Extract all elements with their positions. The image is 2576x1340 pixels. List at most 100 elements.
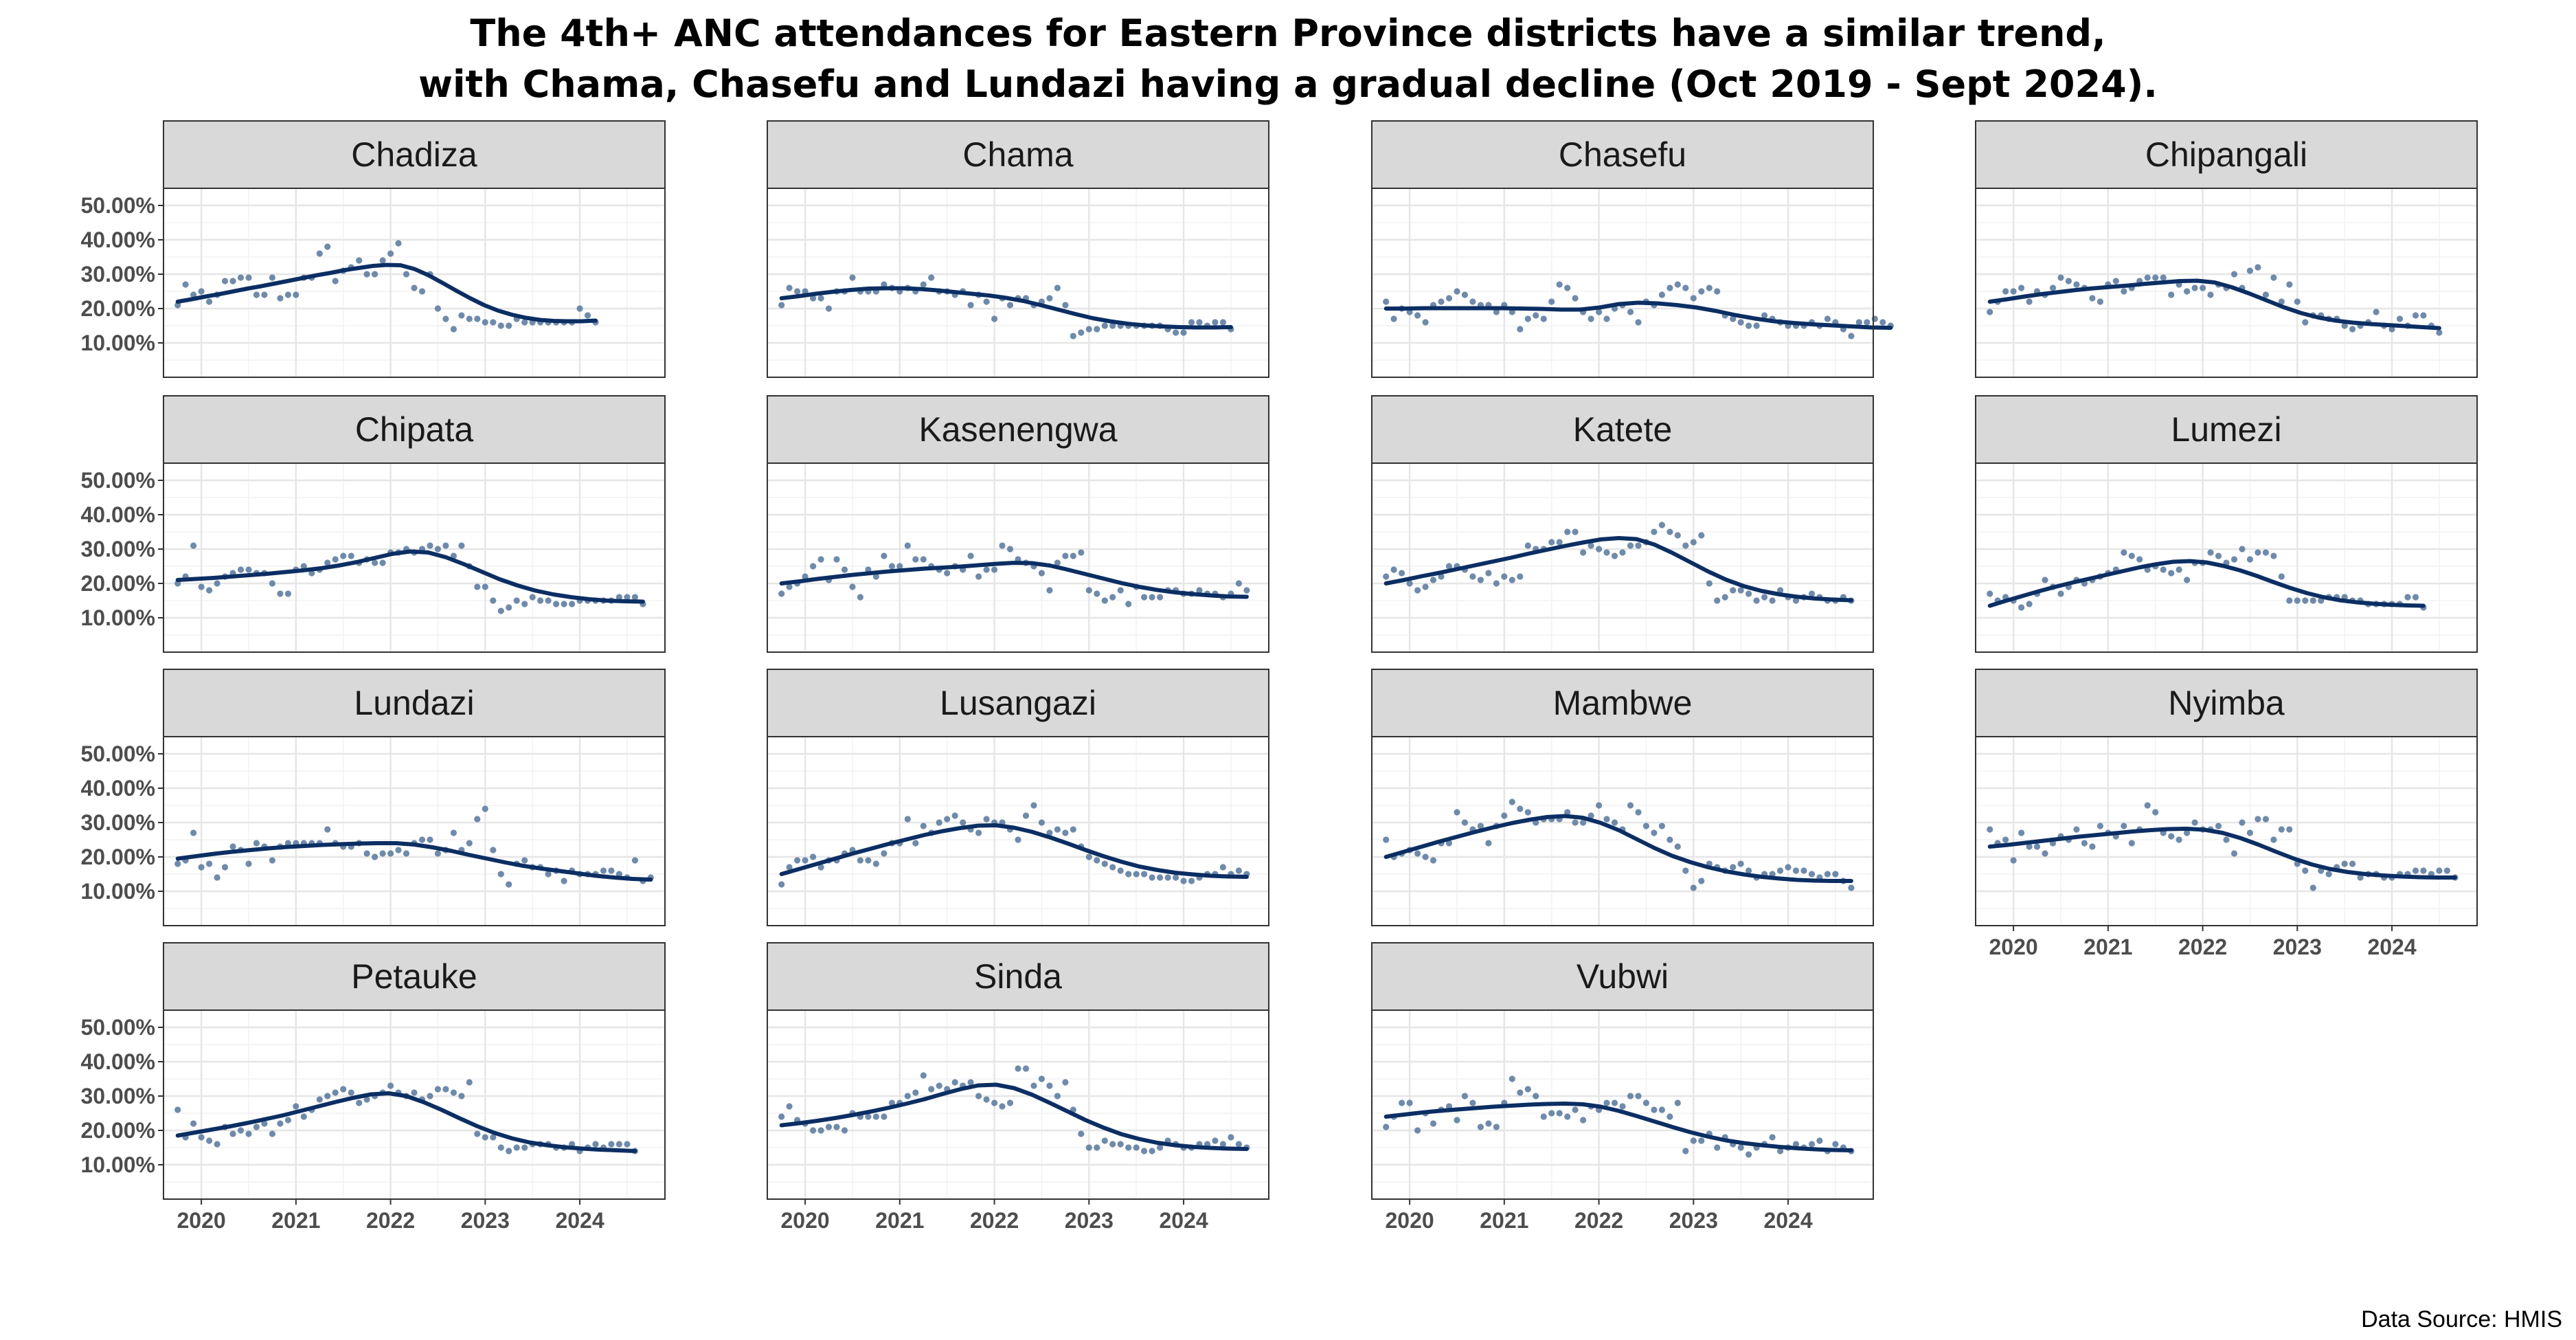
- data-point: [1243, 587, 1250, 594]
- data-point: [1117, 867, 1124, 874]
- data-point: [1477, 823, 1484, 829]
- data-point: [1461, 1093, 1468, 1099]
- data-point: [1149, 874, 1155, 881]
- data-point: [1690, 1137, 1697, 1144]
- x-tick-label: 2023: [1669, 1208, 1718, 1233]
- data-point: [1454, 1117, 1460, 1124]
- data-point: [316, 250, 323, 257]
- data-point: [1414, 312, 1421, 319]
- data-point: [1219, 864, 1226, 871]
- data-point: [2278, 573, 2285, 580]
- data-point: [2057, 590, 2064, 597]
- data-point: [849, 583, 856, 590]
- data-point: [2325, 871, 2332, 878]
- data-point: [833, 556, 840, 563]
- data-point: [1690, 884, 1697, 891]
- data-point: [1564, 528, 1571, 535]
- data-point: [1173, 874, 1179, 881]
- data-point: [1141, 594, 1148, 601]
- data-point: [1987, 309, 1993, 315]
- data-point: [1698, 288, 1705, 295]
- data-point: [348, 1089, 354, 1096]
- data-point: [904, 816, 911, 823]
- data-point: [434, 305, 442, 312]
- plot-area-lusangazi: [767, 737, 1269, 926]
- data-point: [1062, 1079, 1069, 1086]
- data-point: [1824, 871, 1831, 878]
- data-point: [316, 1096, 323, 1103]
- data-point: [1149, 594, 1155, 601]
- data-point: [1603, 1099, 1610, 1106]
- data-point: [1533, 312, 1539, 319]
- strip-label-chama: Chama: [962, 135, 1073, 174]
- data-point: [2286, 597, 2293, 604]
- data-point: [2412, 867, 2419, 874]
- data-point: [372, 853, 379, 860]
- data-point: [1125, 871, 1132, 878]
- data-point: [427, 1093, 433, 1099]
- data-point: [1730, 864, 1737, 871]
- data-point: [2081, 840, 2088, 847]
- data-point: [1509, 799, 1515, 805]
- data-point: [810, 295, 817, 302]
- data-point: [1658, 823, 1665, 829]
- data-point: [920, 281, 927, 288]
- data-point: [261, 1120, 268, 1127]
- data-point: [2309, 884, 2316, 891]
- x-tick-label: 2020: [1386, 1208, 1434, 1233]
- panel-border-petauke: [163, 1009, 666, 1200]
- data-point: [2097, 823, 2103, 829]
- points-chipata: [174, 542, 646, 614]
- data-point: [269, 1130, 275, 1137]
- data-point: [1422, 583, 1429, 590]
- data-point: [1022, 1065, 1030, 1072]
- data-point: [482, 583, 488, 590]
- plot-area-lumezi: [1976, 463, 2477, 652]
- data-point: [1808, 1141, 1816, 1148]
- data-point: [395, 847, 402, 853]
- data-point: [2341, 860, 2348, 867]
- data-point: [2168, 570, 2175, 577]
- data-point: [786, 864, 793, 871]
- data-point: [284, 590, 291, 597]
- data-point: [411, 284, 418, 291]
- data-point: [553, 601, 560, 607]
- data-point: [1690, 295, 1697, 302]
- data-point: [1180, 329, 1187, 336]
- data-point: [1792, 597, 1800, 604]
- data-point: [1777, 867, 1784, 874]
- data-point: [928, 274, 935, 281]
- data-point: [802, 573, 809, 580]
- data-point: [849, 274, 856, 281]
- data-point: [608, 867, 615, 874]
- plot-area-chipangali: [1976, 188, 2477, 377]
- data-point: [1824, 315, 1831, 322]
- data-point: [1485, 1120, 1492, 1127]
- data-point: [841, 566, 848, 573]
- data-point: [920, 1072, 927, 1079]
- data-point: [561, 601, 567, 607]
- data-point: [387, 1082, 394, 1089]
- data-point: [513, 1144, 520, 1151]
- data-point: [521, 319, 528, 326]
- data-point: [521, 857, 528, 864]
- data-point: [2160, 566, 2167, 573]
- data-point: [1667, 1113, 1673, 1120]
- data-point: [2412, 312, 2419, 319]
- data-point: [2349, 326, 2356, 333]
- trend-line-lumezi: [1987, 559, 2426, 608]
- data-point: [2176, 566, 2182, 573]
- data-point: [1422, 853, 1429, 860]
- data-point: [904, 542, 911, 549]
- data-point: [2215, 823, 2222, 829]
- data-point: [521, 1144, 528, 1151]
- data-point: [1196, 319, 1203, 326]
- data-point: [1761, 312, 1768, 319]
- data-point: [786, 1103, 793, 1110]
- plot-area-petauke: [163, 1010, 665, 1199]
- data-point: [1454, 809, 1460, 816]
- data-point: [983, 816, 990, 823]
- data-point: [841, 1127, 848, 1134]
- data-point: [1651, 829, 1658, 836]
- data-point: [1737, 1144, 1744, 1151]
